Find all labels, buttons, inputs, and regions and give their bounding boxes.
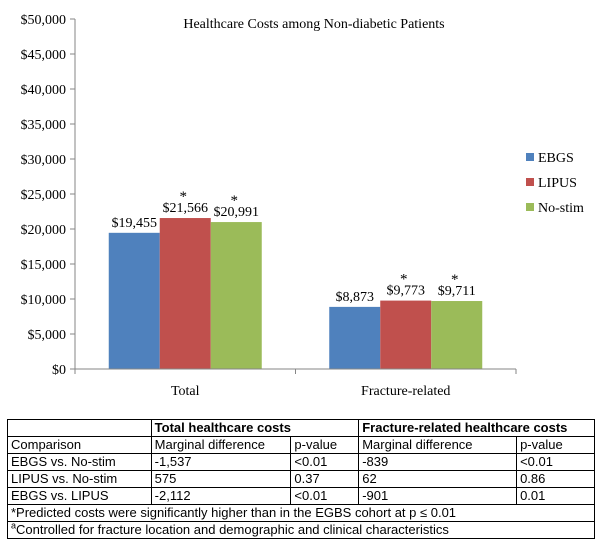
- significance-marker: *: [180, 189, 188, 205]
- table-header-cell: p-value: [516, 436, 595, 454]
- y-tick-label: $20,000: [21, 223, 67, 238]
- table-cell: <0.01: [290, 453, 360, 471]
- legend-swatch: [526, 178, 534, 186]
- table-cell: 0.37: [290, 470, 360, 488]
- data-label: $8,873: [336, 290, 375, 305]
- table-group-header-row: Total healthcare costs Fracture-related …: [7, 419, 595, 437]
- significance-marker: *: [400, 272, 408, 288]
- data-label: $19,455: [112, 216, 158, 231]
- y-tick-label: $0: [52, 363, 66, 378]
- legend-label: EBGS: [538, 151, 574, 166]
- table-header-cell: Marginal difference: [358, 436, 518, 454]
- y-axis: $0 $5,000 $10,000 $15,000 $20,000 $25,000 $30,…: [21, 13, 76, 378]
- bar: [329, 306, 381, 369]
- table-cell: 0.86: [516, 470, 595, 488]
- y-tick-label: $45,000: [21, 48, 67, 63]
- footnote-superscript: a: [11, 520, 17, 531]
- legend-label: No-stim: [538, 201, 584, 216]
- y-tick-label: $5,000: [28, 328, 67, 343]
- legend-swatch: [526, 153, 534, 161]
- footnote-controlled: aControlled for fracture location and de…: [7, 520, 595, 539]
- bar: [431, 301, 483, 369]
- y-tick-label: $35,000: [21, 118, 67, 133]
- bar: [159, 218, 211, 369]
- data-label: $20,991: [214, 205, 260, 220]
- table-footnote-row: aControlled for fracture location and de…: [7, 520, 595, 539]
- table-cell: -901: [358, 487, 518, 505]
- table-footnote-row: *Predicted costs were significantly high…: [7, 504, 595, 522]
- significance-marker: *: [231, 193, 239, 209]
- table-cell: <0.01: [290, 487, 360, 505]
- y-tick-label: $50,000: [21, 13, 67, 28]
- x-tick-label: Fracture-related: [361, 384, 450, 399]
- footnote-significance: *Predicted costs were significantly high…: [7, 504, 595, 522]
- group-header-total: Total healthcare costs: [150, 419, 360, 437]
- table-sub-header-row: Comparison Marginal difference p-value M…: [7, 436, 595, 454]
- footnote-controlled-text: Controlled for fracture location and dem…: [16, 522, 449, 537]
- chart-title: Healthcare Costs among Non-diabetic Pati…: [183, 17, 444, 32]
- group-header-fracture: Fracture-related healthcare costs: [358, 419, 595, 437]
- bar: [380, 300, 432, 369]
- table-cell: -1,537: [150, 453, 292, 471]
- table-corner-cell: [7, 419, 152, 437]
- legend: EBGS LIPUS No-stim: [526, 151, 584, 216]
- x-tick-label: Total: [171, 384, 200, 399]
- y-tick-label: $40,000: [21, 83, 67, 98]
- table-cell: EBGS vs. No-stim: [7, 453, 152, 471]
- table-cell: 575: [150, 470, 292, 488]
- table-header-cell: p-value: [290, 436, 360, 454]
- table-cell: LIPUS vs. No-stim: [7, 470, 152, 488]
- data-label: $21,566: [163, 201, 209, 216]
- table-cell: 62: [358, 470, 518, 488]
- table-row: EBGS vs. LIPUS -2,112 <0.01 -901 0.01: [7, 487, 595, 505]
- table-cell: EBGS vs. LIPUS: [7, 487, 152, 505]
- bar: [108, 232, 160, 369]
- bar: [210, 222, 262, 369]
- table-row: EBGS vs. No-stim -1,537 <0.01 -839 <0.01: [7, 453, 595, 471]
- table-header-cell: Marginal difference: [150, 436, 292, 454]
- data-label: $9,773: [387, 284, 426, 299]
- bars-group: $19,455$21,566*$20,991*$8,873 $9,773*$9,7…: [108, 189, 483, 369]
- significance-marker: *: [451, 272, 459, 288]
- table-cell: -839: [358, 453, 518, 471]
- y-tick-label: $15,000: [21, 258, 67, 273]
- bar-chart: Healthcare Costs among Non-diabetic Pati…: [21, 13, 585, 399]
- table-header-cell: Comparison: [7, 436, 152, 454]
- table-cell: -2,112: [150, 487, 292, 505]
- data-label: $9,711: [438, 284, 476, 299]
- table-row: LIPUS vs. No-stim 575 0.37 62 0.86: [7, 470, 595, 488]
- legend-label: LIPUS: [538, 176, 577, 191]
- table-cell: <0.01: [516, 453, 595, 471]
- x-axis: Total Fracture-related: [74, 368, 517, 399]
- y-tick-label: $10,000: [21, 293, 67, 308]
- comparison-table: Total healthcare costs Fracture-related …: [7, 419, 595, 539]
- legend-swatch: [526, 203, 534, 211]
- table-cell: 0.01: [516, 487, 595, 505]
- y-tick-label: $30,000: [21, 153, 67, 168]
- y-tick-label: $25,000: [21, 188, 67, 203]
